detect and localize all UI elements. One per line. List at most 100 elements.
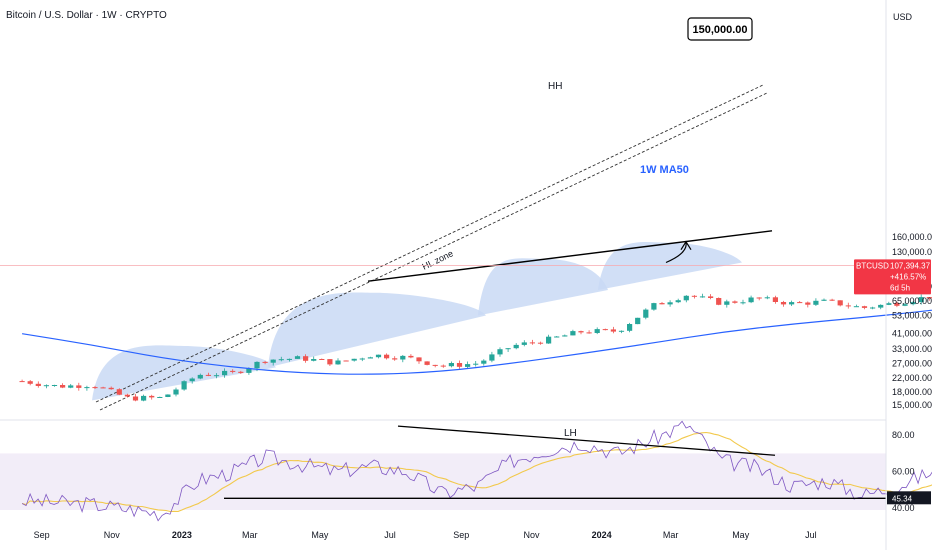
candle-body xyxy=(570,331,576,336)
hl-upper-line xyxy=(95,84,764,403)
candle-body xyxy=(173,389,179,395)
candle-body xyxy=(675,300,681,303)
candle-body xyxy=(149,395,155,398)
price-tick-label: 65,000.00 xyxy=(892,296,932,306)
currency-label: USD xyxy=(893,12,913,22)
candle-body xyxy=(829,299,835,301)
candle-body xyxy=(132,396,139,401)
candle-body xyxy=(205,374,211,376)
time-tick-label: Sep xyxy=(453,530,469,540)
price-tag-symbol: BTCUSD xyxy=(856,261,889,270)
candle-body xyxy=(918,297,924,303)
candle-body xyxy=(537,342,544,344)
rsi-ma-line xyxy=(21,431,932,512)
candle-body xyxy=(635,317,641,325)
candle-body xyxy=(19,381,25,383)
candle-body xyxy=(521,342,527,345)
candle-body xyxy=(108,387,114,390)
candle-body xyxy=(124,394,130,397)
rsi-tick-label: 60.00 xyxy=(892,467,915,477)
rsi-layer xyxy=(21,420,932,522)
price-tick-label: 18,000.00 xyxy=(892,387,932,397)
candle-body xyxy=(294,356,301,359)
candle-body xyxy=(716,298,722,305)
rsi-support-tag: 45.34 xyxy=(887,491,931,505)
candle-body xyxy=(181,381,187,390)
target-label: 150,000.00 xyxy=(692,24,747,36)
cycle-zone xyxy=(268,292,486,368)
candle-body xyxy=(311,359,317,361)
candle-body xyxy=(254,361,260,369)
candle-body xyxy=(278,359,284,361)
candle-body xyxy=(319,359,325,360)
candle-body xyxy=(627,324,633,331)
rsi-support-value: 45.34 xyxy=(892,494,913,503)
candle-body xyxy=(27,381,33,384)
price-tag-box xyxy=(854,259,931,295)
candle-body xyxy=(772,297,778,302)
candle-body xyxy=(578,331,584,333)
candle-body xyxy=(359,358,365,360)
candle-body xyxy=(432,364,438,366)
candle-body xyxy=(853,306,859,308)
candle-body xyxy=(894,303,900,306)
ma50-line xyxy=(22,309,932,375)
hh-label: HH xyxy=(548,81,562,92)
time-tick-label: Sep xyxy=(34,530,50,540)
candle-body xyxy=(699,296,706,298)
candle-body xyxy=(157,397,163,398)
candle-body xyxy=(602,329,608,331)
candle-body xyxy=(870,307,876,309)
candle-body xyxy=(805,302,811,305)
time-tick-label: Jul xyxy=(805,530,817,540)
candle-body xyxy=(886,303,892,305)
candle-body xyxy=(43,385,49,387)
candle-body xyxy=(497,349,503,355)
candle-body xyxy=(481,360,487,364)
cycle-zone xyxy=(478,258,608,316)
candle-body xyxy=(465,364,471,367)
candle-body xyxy=(335,360,341,365)
projection-arrow xyxy=(665,242,687,264)
candle-body xyxy=(262,361,268,363)
candle-body xyxy=(748,297,754,303)
candle-body xyxy=(740,302,746,304)
candle-body xyxy=(708,296,714,298)
time-axis[interactable]: Sep Nov 2023 Mar May Jul Sep Nov 2024 Mar May Jul xyxy=(34,530,817,540)
candle-body xyxy=(424,361,430,365)
candle-body xyxy=(780,302,787,305)
lh-trendline xyxy=(397,425,776,456)
candle-body xyxy=(594,329,600,333)
candle-body xyxy=(764,297,770,299)
time-tick-label: May xyxy=(311,530,329,540)
candle-body xyxy=(821,299,827,301)
chart-title: Bitcoin / U.S. Dollar · 1W · CRYPTO xyxy=(6,10,167,21)
candle-body xyxy=(878,304,884,308)
price-tick-label: 41,000.00 xyxy=(892,329,932,339)
time-tick-label: Mar xyxy=(663,530,679,540)
candle-body xyxy=(554,336,560,338)
candle-body xyxy=(643,309,649,318)
ma50-label: 1W MA50 xyxy=(640,164,689,176)
rsi-axis: 40.00 60.00 80.00 xyxy=(892,430,915,513)
rsi-line xyxy=(21,420,932,522)
candle-body xyxy=(505,348,511,350)
candle-body xyxy=(408,355,414,358)
price-tick-label: 22,000.00 xyxy=(892,373,932,383)
price-tick-label: 130,000.00 xyxy=(892,247,932,257)
time-tick-label: Mar xyxy=(242,530,258,540)
candle-body xyxy=(562,335,568,337)
time-tick-label: Nov xyxy=(104,530,121,540)
price-tag-countdown: 6d 5h xyxy=(890,283,910,292)
lh-label: LH xyxy=(564,428,577,439)
price-tick-label: 160,000.00 xyxy=(892,232,932,242)
candle-body xyxy=(392,358,398,360)
price-tick-label: 27,000.00 xyxy=(892,358,932,368)
candle-body xyxy=(116,389,122,395)
price-tag-value: 107,394.37 xyxy=(890,261,931,270)
candle-body xyxy=(691,295,697,297)
time-tick-label: 2024 xyxy=(592,530,612,540)
current-price-tag[interactable]: BTCUSD 107,394.37 +416.57% 6d 5h xyxy=(854,259,931,295)
